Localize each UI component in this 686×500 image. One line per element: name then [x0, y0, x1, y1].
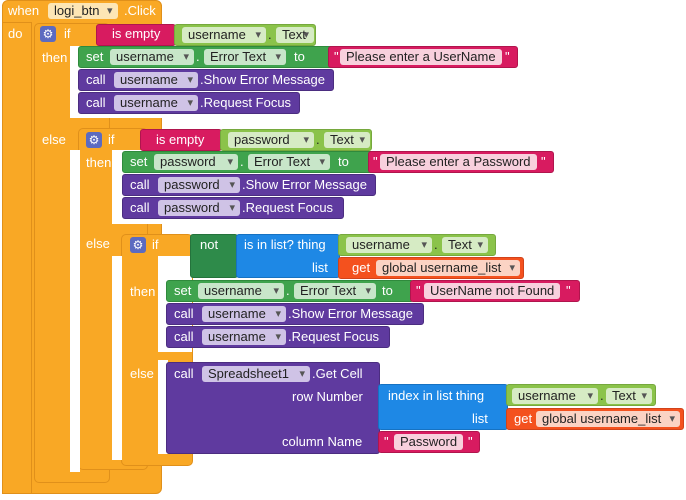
quote-close: " — [468, 434, 473, 449]
call-label: call — [174, 329, 194, 344]
is-in-list-label: is in list? thing — [244, 237, 326, 252]
username-dropdown[interactable]: username — [346, 237, 432, 253]
if-label: if — [152, 237, 159, 252]
property-dropdown-errortext[interactable]: Error Text — [294, 283, 376, 299]
password-dropdown[interactable]: password — [158, 177, 240, 193]
is-empty-label: is empty — [112, 26, 161, 41]
username-dropdown[interactable]: username — [202, 306, 286, 322]
username-dropdown[interactable]: username — [202, 329, 286, 345]
spreadsheet-dropdown[interactable]: Spreadsheet1 — [202, 366, 310, 382]
method-name: .Show Error Message — [242, 177, 367, 192]
component-dropdown-logi-btn[interactable]: logi_btn — [48, 3, 118, 19]
get-label: get — [352, 260, 371, 275]
method-name: .Show Error Message — [288, 306, 413, 321]
username-dropdown[interactable]: username — [198, 283, 284, 299]
is-in-list-block[interactable] — [236, 234, 340, 278]
string-value[interactable]: Please enter a Password — [380, 154, 537, 170]
property-dropdown-text[interactable]: Text — [324, 132, 370, 148]
username-dropdown[interactable]: username — [512, 388, 598, 404]
method-name: .Request Focus — [200, 95, 292, 110]
list-label: list — [472, 411, 488, 426]
not-label: not — [200, 237, 219, 252]
method-name: .Get Cell — [312, 366, 363, 381]
gear-icon[interactable]: ⚙ — [130, 237, 146, 253]
list-label: list — [312, 260, 328, 275]
method-name: .Show Error Message — [200, 72, 325, 87]
event-name: .Click — [124, 3, 156, 18]
is-empty-label: is empty — [156, 132, 205, 147]
gear-icon[interactable]: ⚙ — [40, 26, 56, 42]
index-in-list-block[interactable] — [378, 384, 508, 430]
set-label: set — [86, 49, 104, 64]
username-dropdown[interactable]: username — [110, 49, 194, 65]
password-dropdown[interactable]: password — [228, 132, 314, 148]
variable-dropdown[interactable]: global username_list — [536, 411, 680, 427]
to-label: to — [294, 49, 305, 64]
row-number-label: row Number — [292, 389, 363, 404]
password-dropdown[interactable]: password — [158, 200, 240, 216]
index-in-list-label: index in list thing — [388, 388, 485, 403]
when-label: when — [8, 3, 40, 18]
method-name: .Request Focus — [288, 329, 380, 344]
property-dropdown-text[interactable]: Text — [442, 237, 488, 253]
property-dropdown-text[interactable]: Text — [606, 388, 652, 404]
column-name-label: column Name — [282, 434, 363, 449]
method-name: .Request Focus — [242, 200, 334, 215]
else-slot-gap — [70, 150, 80, 472]
call-label: call — [130, 200, 150, 215]
gear-icon[interactable]: ⚙ — [86, 132, 102, 148]
username-dropdown[interactable]: username — [114, 95, 198, 111]
else-label: else — [42, 132, 66, 147]
call-label: call — [174, 306, 194, 321]
quote-open: " — [334, 49, 339, 64]
then-label: then — [130, 284, 156, 299]
call-label: call — [130, 177, 150, 192]
else-label: else — [130, 366, 154, 381]
quote-close: " — [541, 154, 546, 169]
if-label: if — [64, 26, 71, 41]
call-label: call — [86, 95, 106, 110]
then-label: then — [42, 50, 68, 65]
if-label: if — [108, 132, 115, 147]
else-slot-gap-2 — [112, 256, 122, 460]
to-label: to — [338, 154, 349, 169]
else-slot-gap-3 — [158, 360, 168, 454]
quote-open: " — [373, 154, 378, 169]
do-label: do — [8, 26, 23, 41]
property-dropdown-text[interactable]: Text — [276, 27, 314, 43]
get-label: get — [514, 411, 533, 426]
set-label: set — [130, 154, 148, 169]
quote-close: " — [566, 283, 571, 298]
when-do-spine — [2, 22, 32, 494]
else-label: else — [86, 236, 110, 251]
password-dropdown[interactable]: password — [154, 154, 238, 170]
property-dropdown-errortext[interactable]: Error Text — [204, 49, 286, 65]
call-label: call — [86, 72, 106, 87]
quote-open: " — [416, 283, 421, 298]
then-label: then — [86, 155, 112, 170]
string-value[interactable]: UserName not Found — [424, 283, 561, 299]
property-dropdown-errortext[interactable]: Error Text — [248, 154, 330, 170]
not-block[interactable] — [190, 234, 238, 278]
quote-open: " — [384, 434, 389, 449]
call-label: call — [174, 366, 194, 381]
string-value[interactable]: Please enter a UserName — [340, 49, 502, 65]
quote-close: " — [505, 49, 510, 64]
string-value[interactable]: Password — [394, 434, 464, 450]
set-label: set — [174, 283, 192, 298]
username-dropdown[interactable]: username — [182, 27, 266, 43]
variable-dropdown[interactable]: global username_list — [376, 260, 520, 276]
username-dropdown[interactable]: username — [114, 72, 198, 88]
to-label: to — [382, 283, 393, 298]
